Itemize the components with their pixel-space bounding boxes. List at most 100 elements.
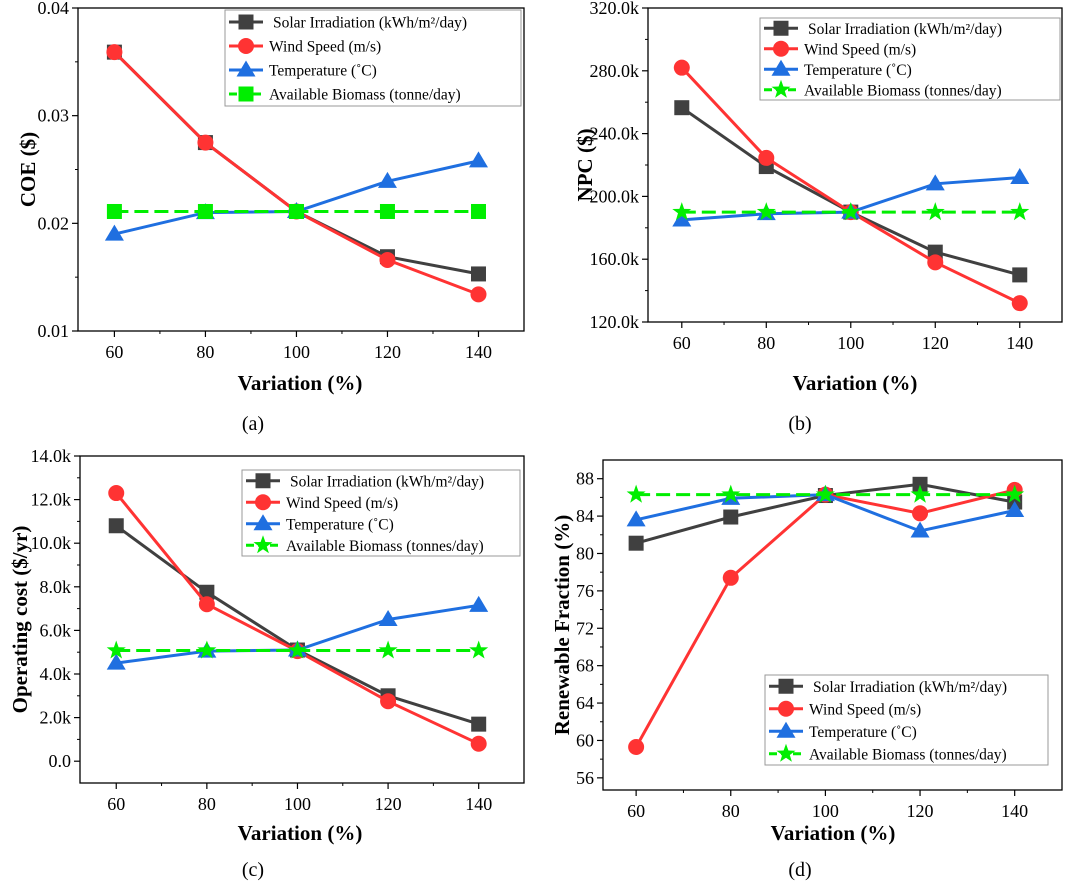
legend-label: Temperature (˚C): [286, 516, 394, 533]
legend-label: Temperature (˚C): [804, 62, 912, 79]
legend-label: Wind Speed (m/s): [286, 495, 398, 512]
panel-caption: (a): [242, 413, 264, 435]
data-point: [378, 610, 398, 626]
x-tick-label: 80: [196, 342, 214, 362]
x-tick-label: 100: [812, 801, 839, 821]
legend-label: Available Biomass (tonnes/day): [809, 746, 1007, 763]
series-3: [106, 203, 486, 219]
data-point: [912, 505, 929, 522]
legend-marker: [776, 721, 796, 738]
y-tick-label: 80: [576, 543, 594, 563]
legend-marker: [238, 14, 254, 30]
data-point: [197, 203, 213, 219]
x-tick-label: 100: [283, 342, 310, 362]
legend-marker: [255, 473, 271, 489]
chart-panel-b: 120.0k 160.0k 200.0k 240.0k 280.0k 320.0k 60 80…: [573, 0, 1063, 435]
data-point: [1005, 500, 1025, 517]
legend-marker: [773, 40, 789, 57]
legend-marker: [238, 86, 254, 102]
legend-marker: [253, 535, 273, 554]
x-tick-label: 60: [673, 333, 691, 353]
legend-marker: [253, 514, 273, 531]
legend-label: Wind Speed (m/s): [269, 39, 381, 56]
data-point: [1005, 484, 1025, 503]
x-tick-label: 80: [198, 794, 216, 814]
x-tick-label: 60: [107, 794, 125, 814]
x-axis-label: Variation (%): [771, 821, 896, 845]
x-tick-label: 120: [922, 333, 949, 353]
data-point: [910, 484, 930, 503]
legend: Solar Irradiation (kWh/m²/day) Wind Speed…: [764, 674, 1049, 766]
y-tick-label: 72: [576, 618, 594, 638]
data-point: [841, 202, 861, 221]
data-point: [471, 716, 487, 732]
data-point: [626, 510, 646, 527]
x-axis-label: Variation (%): [238, 821, 363, 845]
data-point: [380, 693, 397, 710]
legend-marker: [778, 678, 794, 694]
panel-caption: (b): [788, 413, 811, 435]
legend: Solar Irradiation (kWh/m²/day) Wind Speed…: [759, 17, 1061, 101]
legend-marker: [238, 38, 254, 54]
legend-marker: [771, 59, 791, 76]
data-point: [469, 595, 489, 612]
y-tick-label: 6.0k: [40, 620, 72, 640]
data-point: [470, 735, 487, 752]
data-point: [106, 653, 126, 670]
data-point: [288, 203, 304, 219]
data-point: [108, 518, 124, 534]
y-tick-label: 240.0k: [590, 124, 640, 144]
legend-marker: [773, 20, 789, 36]
legend-label: Solar Irradiation (kWh/m²/day): [808, 21, 1002, 38]
y-tick-label: 160.0k: [590, 249, 640, 269]
x-tick-label: 140: [1006, 333, 1033, 353]
legend-box: [759, 17, 1061, 101]
series-2: [104, 151, 488, 241]
data-point: [108, 485, 125, 502]
x-tick-label: 60: [105, 342, 123, 362]
y-tick-label: 84: [576, 506, 594, 526]
data-point: [626, 484, 646, 503]
legend-label: Solar Irradiation (kWh/m²/day): [273, 15, 467, 32]
legend-box: [764, 674, 1049, 766]
legend-marker: [776, 743, 796, 762]
series-1: [108, 485, 487, 752]
series-line: [680, 106, 1021, 277]
legend-label: Wind Speed (m/s): [804, 41, 916, 58]
y-axis-label: Renewable Fraction (%): [550, 515, 574, 735]
legend-marker: [236, 60, 256, 77]
y-tick-label: 280.0k: [590, 61, 640, 81]
legend-label: Temperature (˚C): [269, 63, 377, 80]
legend-label: Solar Irradiation (kWh/m²/day): [813, 679, 1007, 696]
y-tick-label: 56: [576, 768, 594, 788]
x-tick-label: 140: [465, 342, 492, 362]
y-axis-label: Operating cost ($/yr): [8, 526, 32, 714]
y-tick-label: 12.0k: [31, 490, 72, 510]
x-tick-label: 100: [837, 333, 864, 353]
plot-frame: [79, 455, 525, 784]
data-point: [199, 584, 215, 600]
data-point: [672, 202, 692, 221]
x-axis-label: Variation (%): [238, 371, 363, 395]
data-point: [106, 640, 126, 659]
data-point: [378, 640, 398, 659]
legend: Solar Irradiation (kWh/m²/day) Wind Speed…: [224, 9, 522, 107]
x-tick-label: 140: [465, 794, 492, 814]
data-point: [469, 640, 489, 659]
data-point: [197, 134, 214, 151]
y-tick-label: 0.01: [38, 321, 70, 341]
data-point: [197, 640, 217, 659]
series-3: [672, 202, 1030, 221]
y-tick-label: 68: [576, 656, 594, 676]
y-tick-label: 0.03: [38, 106, 70, 126]
data-point: [106, 44, 123, 61]
data-point: [288, 640, 307, 659]
data-point: [468, 151, 488, 168]
data-point: [1010, 168, 1030, 185]
legend-label: Available Biomass (tonne/day): [269, 87, 461, 104]
x-tick-label: 80: [757, 333, 775, 353]
y-tick-label: 4.0k: [40, 664, 72, 684]
y-tick-label: 200.0k: [590, 186, 640, 206]
legend-box: [241, 469, 521, 557]
